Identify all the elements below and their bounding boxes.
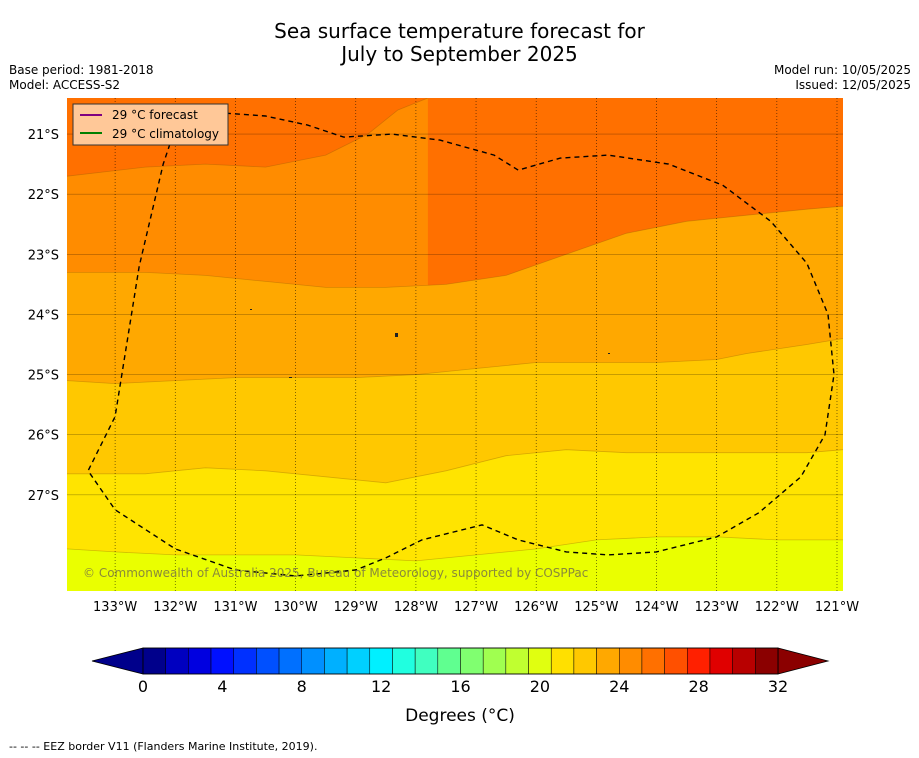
legend-climatology-label: 29 °C climatology [112,127,219,141]
colorbar-segment [346,647,371,675]
colorbar-segment [392,647,416,675]
island-mark [608,353,610,354]
colorbar-segment [482,647,507,675]
colorbar-segment [505,647,529,675]
eez-border [87,109,835,577]
y-tick-label: 21°S [28,128,59,143]
colorbar-tick-label: 12 [371,677,391,696]
meta-right: Model run: 10/05/2025 Issued: 12/05/2025 [774,63,911,93]
colorbar-segment [528,647,552,675]
colorbar-under-arrow [91,647,144,675]
x-tick-label: 124°W [634,600,678,615]
x-tick-label: 131°W [213,600,257,615]
colorbar-segment [687,647,711,675]
colorbar-segment [596,647,620,675]
y-axis: 21°S 22°S 23°S 24°S 25°S 26°S 27°S [28,128,59,504]
islands [250,309,610,378]
colorbar-segment [278,647,303,675]
x-tick-label: 121°W [815,600,859,615]
island-mark [395,333,398,337]
x-tick-label: 125°W [574,600,618,615]
colorbar-over-arrow [777,647,830,675]
x-tick-label: 123°W [695,600,739,615]
title-line-1: Sea surface temperature forecast for [274,19,645,43]
x-tick-label: 129°W [334,600,378,615]
model-run-text: Model run: 10/05/2025 [773,63,911,77]
legend: 29 °C forecast 29 °C climatology [72,103,229,146]
colorbar-label: Degrees (°C) [405,706,515,726]
y-tick-label: 25°S [28,369,59,384]
contour-line [67,449,843,484]
contour-line [67,205,843,288]
colorbar-segment [437,647,461,675]
colorbar-tick-label: 16 [450,677,470,696]
y-tick-label: 26°S [28,429,59,444]
colorbar-tick-label: 24 [609,677,629,696]
title-line-2: July to September 2025 [341,42,578,66]
colorbar-tick-label: 20 [530,677,550,696]
x-tick-label: 128°W [394,600,438,615]
colorbar-segment [210,647,234,675]
colorbar-segment [256,647,280,675]
base-period-text: Base period: 1981-2018 [9,63,154,77]
colorbar-frame [142,647,779,675]
colorbar-segment [664,647,688,675]
colorbar-segment [165,647,189,675]
colorbar-segment [460,647,484,675]
colorbar-segment [324,647,348,675]
colorbar-segment [550,647,575,675]
x-tick-label: 122°W [755,600,799,615]
island-mark [289,377,292,378]
eez-border-line [87,109,835,577]
island-mark [250,309,252,310]
copyright-text: © Commonwealth of Australia 2025, Bureau… [83,566,588,580]
colorbar-tick-label: 4 [217,677,227,696]
colorbar-segment [732,647,756,675]
issued-text: Issued: 12/05/2025 [795,78,911,92]
colorbar-segment [142,647,166,675]
contour-bands [67,98,843,591]
colorbar-segment [709,647,733,675]
colorbar-segment [755,647,779,675]
colorbar-segment [188,647,212,675]
x-tick-label: 132°W [153,600,197,615]
colorbar-segment [233,647,257,675]
colorbar-segment [573,647,597,675]
eez-footnote: -- -- -- EEZ border V11 (Flanders Marine… [9,740,318,753]
colorbar-segment [641,647,665,675]
x-tick-label: 130°W [274,600,318,615]
sst-band-22-23 [67,536,843,591]
colorbar-ticks: 0 4 8 12 16 20 24 28 32 [138,677,788,696]
y-tick-label: 27°S [28,489,59,504]
colorbar-segment [619,647,643,675]
colorbar [91,647,830,675]
colorbar-segment [301,647,325,675]
y-tick-label: 22°S [28,188,59,203]
x-tick-label: 133°W [93,600,137,615]
model-text: Model: ACCESS-S2 [9,78,121,92]
x-tick-label: 127°W [454,600,498,615]
colorbar-tick-label: 0 [138,677,148,696]
x-tick-label: 126°W [514,600,558,615]
legend-forecast-label: 29 °C forecast [112,108,198,122]
y-tick-label: 24°S [28,308,59,323]
colorbar-tick-label: 8 [297,677,307,696]
y-tick-label: 23°S [28,248,59,263]
chart-title: Sea surface temperature forecast for Jul… [0,20,919,66]
legend-box [72,103,229,146]
colorbar-segment [414,647,439,675]
x-axis: 133°W 132°W 131°W 130°W 129°W 128°W 127°W 126°W… [93,600,859,615]
colorbar-segment [369,647,393,675]
colorbar-tick-label: 32 [768,677,788,696]
colorbar-tick-label: 28 [688,677,708,696]
meta-left: Base period: 1981-2018 Model: ACCESS-S2 [9,63,154,93]
